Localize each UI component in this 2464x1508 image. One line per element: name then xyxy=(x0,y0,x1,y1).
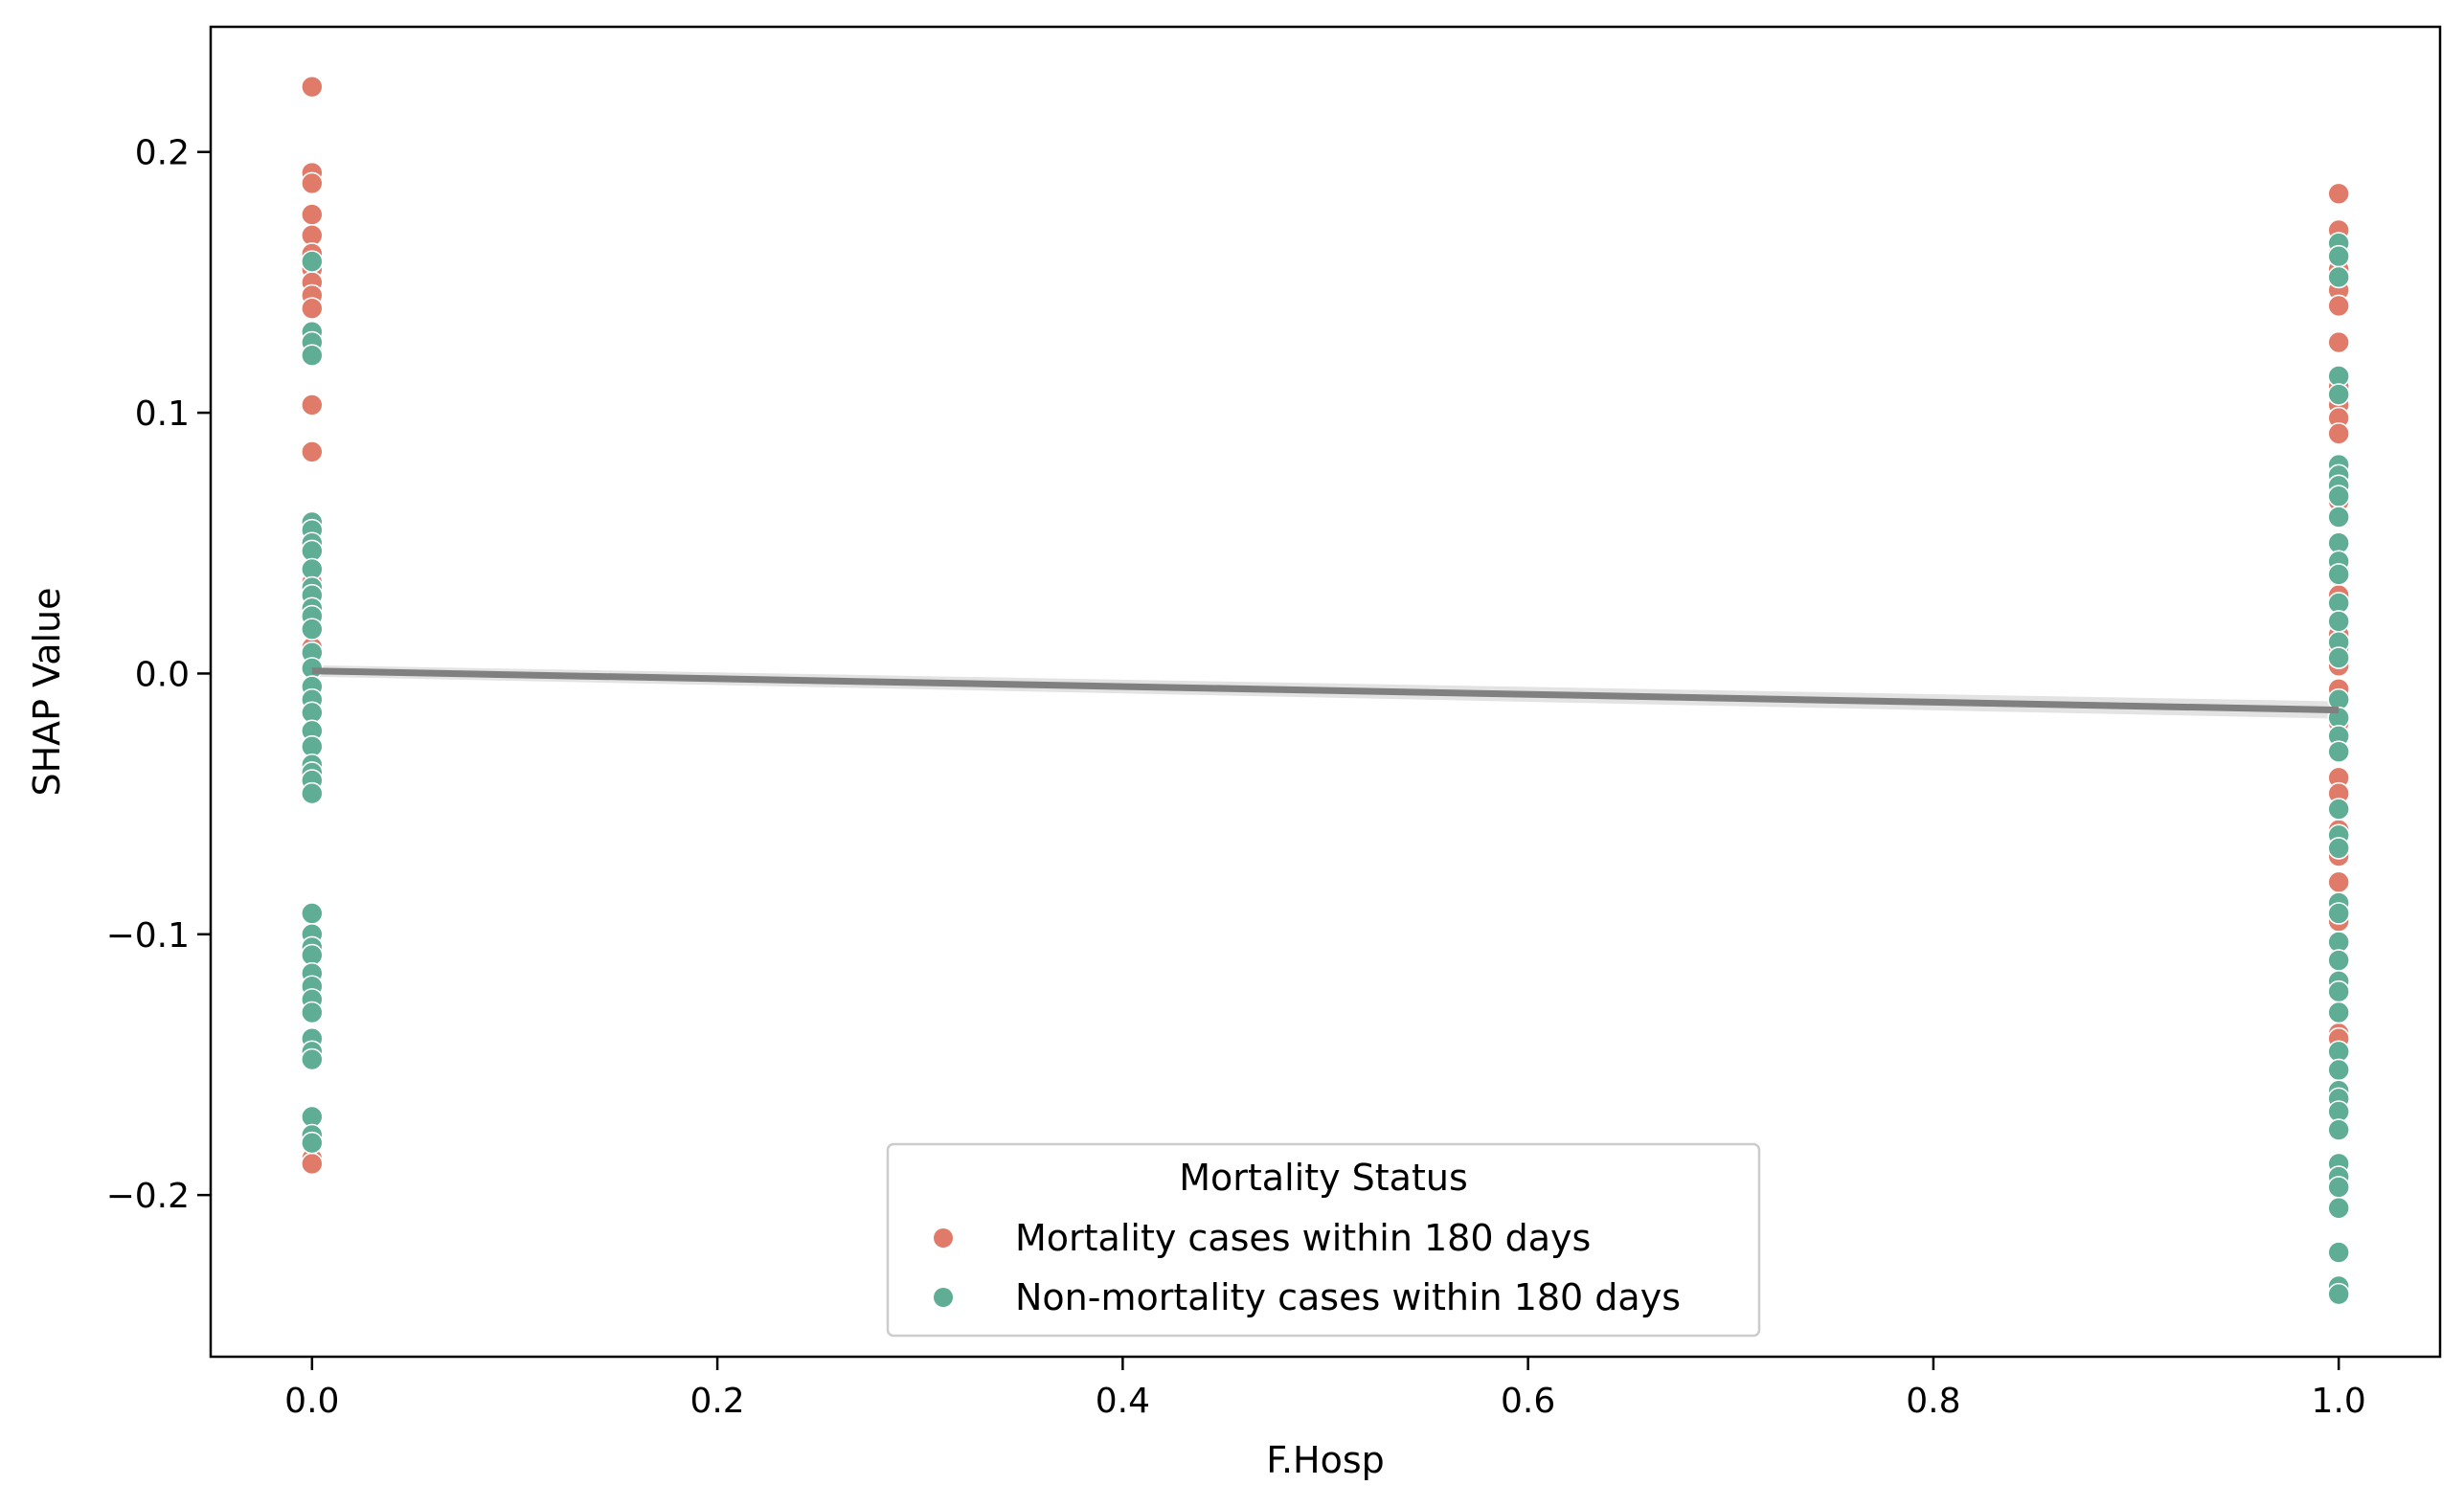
mortality-point xyxy=(301,171,324,195)
legend-box xyxy=(886,1142,1761,1338)
mortality-point xyxy=(2327,330,2350,354)
trend-line xyxy=(311,667,2340,714)
non-mortality-point xyxy=(2327,610,2350,633)
non-mortality-point xyxy=(301,250,324,273)
legend-marker-non-mortality xyxy=(934,1288,953,1307)
non-mortality-point xyxy=(2327,1241,2350,1264)
x-tick-label: 0.6 xyxy=(1501,1382,1555,1421)
non-mortality-point xyxy=(2327,902,2350,925)
non-mortality-point xyxy=(2327,265,2350,289)
mortality-point xyxy=(2327,422,2350,445)
y-tick-label: 0.0 xyxy=(135,655,190,694)
non-mortality-point xyxy=(2327,740,2350,763)
x-tick-label: 0.4 xyxy=(1096,1382,1150,1421)
non-mortality-point xyxy=(2327,1118,2350,1141)
y-axis-ticks: −0.2 −0.1 0.0 0.1 0.2 xyxy=(106,134,211,1216)
non-mortality-point xyxy=(301,344,324,367)
non-mortality-point xyxy=(2327,484,2350,508)
non-mortality-point xyxy=(301,618,324,641)
legend-title: Mortality Status xyxy=(1179,1157,1468,1199)
mortality-point xyxy=(301,394,324,416)
legend: Mortality Status Mortality cases within … xyxy=(886,1142,1761,1338)
y-tick-label: −0.2 xyxy=(106,1177,190,1216)
x-tick-label: 1.0 xyxy=(2312,1382,2366,1421)
x-tick-label: 0.0 xyxy=(284,1382,339,1421)
non-mortality-point xyxy=(2327,1058,2350,1082)
x-axis-label: F.Hosp xyxy=(1266,1439,1385,1481)
non-mortality-point xyxy=(2327,1196,2350,1220)
mortality-point xyxy=(301,1152,324,1176)
mortality-point xyxy=(2327,294,2350,318)
mortality-point xyxy=(301,440,324,463)
non-mortality-point xyxy=(2327,563,2350,586)
mortality-point xyxy=(301,297,324,320)
legend-marker-mortality xyxy=(934,1228,953,1248)
x-tick-label: 0.8 xyxy=(1906,1382,1960,1421)
legend-label-mortality: Mortality cases within 180 days xyxy=(1015,1217,1591,1259)
y-tick-label: −0.1 xyxy=(106,916,190,956)
x-tick-label: 0.2 xyxy=(689,1382,744,1421)
non-mortality-point xyxy=(301,781,324,805)
mortality-point xyxy=(2327,182,2350,206)
non-mortality-point xyxy=(301,1001,324,1024)
y-axis-label: SHAP Value xyxy=(26,587,68,796)
mortality-point xyxy=(2327,870,2350,894)
mortality-point xyxy=(301,203,324,226)
legend-label-non-mortality: Non-mortality cases within 180 days xyxy=(1015,1276,1681,1318)
y-tick-label: 0.1 xyxy=(135,394,190,434)
non-mortality-point xyxy=(301,1047,324,1071)
non-mortality-point xyxy=(2327,383,2350,406)
non-mortality-point xyxy=(2327,837,2350,860)
non-mortality-point xyxy=(2327,506,2350,529)
non-mortality-point xyxy=(301,902,324,925)
non-mortality-point xyxy=(2327,979,2350,1003)
non-mortality-point xyxy=(2327,244,2350,268)
mortality-point xyxy=(301,75,324,99)
non-mortality-point xyxy=(2327,798,2350,821)
non-mortality-point xyxy=(2327,646,2350,669)
non-mortality-point xyxy=(2327,949,2350,972)
y-tick-label: 0.2 xyxy=(135,134,190,173)
plot-frame xyxy=(209,25,2442,1359)
non-mortality-point xyxy=(301,1131,324,1155)
non-mortality-point xyxy=(2327,1176,2350,1199)
non-mortality-point xyxy=(2327,1282,2350,1306)
non-mortality-point xyxy=(2327,1001,2350,1024)
x-axis-ticks: 0.0 0.2 0.4 0.6 0.8 1.0 xyxy=(284,1357,2366,1421)
trend-line-layer xyxy=(311,667,2340,714)
